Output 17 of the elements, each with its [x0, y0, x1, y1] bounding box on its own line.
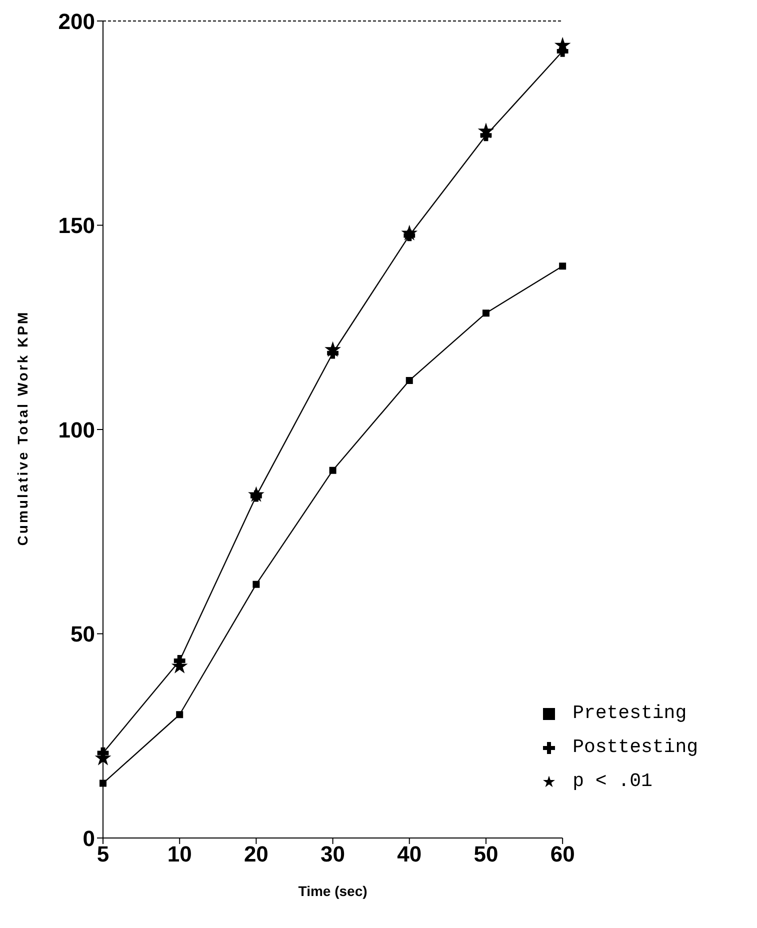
x-tick-label: 10: [167, 842, 192, 867]
legend-label: Posttesting: [572, 736, 698, 758]
x-axis-title: Time (sec): [298, 883, 368, 899]
x-tick-label: 40: [397, 842, 422, 867]
y-axis-title: Cumulative Total Work KPM: [15, 310, 32, 546]
y-tick-label: 200: [58, 8, 95, 34]
y-tick-label: 150: [58, 213, 95, 238]
legend-label: p < .01: [572, 770, 652, 792]
y-tick-label: 50: [70, 622, 95, 647]
x-tick-label: 60: [550, 842, 575, 867]
x-tick-label: 20: [244, 842, 268, 867]
x-tick-label: 5: [96, 842, 110, 867]
y-tick-label: 100: [58, 417, 95, 442]
y-tick-label: 0: [82, 826, 95, 851]
legend-label: Pretesting: [572, 702, 687, 724]
x-tick-label: 50: [474, 842, 498, 867]
x-tick-label: 30: [320, 842, 346, 867]
